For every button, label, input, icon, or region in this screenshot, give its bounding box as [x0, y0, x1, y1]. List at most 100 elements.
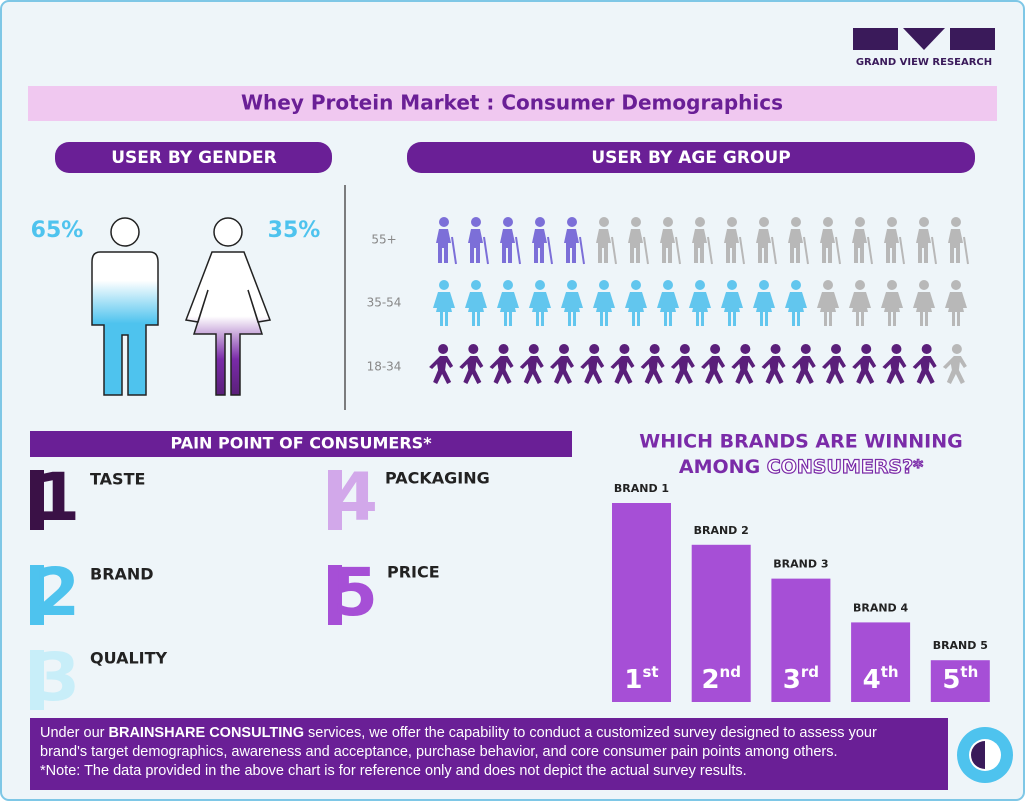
head — [891, 344, 902, 354]
cane — [867, 236, 873, 265]
rank-suffix: th — [881, 663, 899, 681]
body — [593, 292, 615, 326]
rank-suffix: nd — [720, 663, 741, 681]
body — [465, 292, 487, 326]
bar — [851, 622, 911, 702]
body — [852, 356, 877, 384]
rank-digit: 1 — [34, 459, 80, 536]
head — [921, 344, 932, 354]
person-icon — [657, 280, 679, 326]
body — [489, 356, 514, 384]
person-icon — [753, 280, 775, 326]
rank-block — [30, 565, 44, 625]
person-icon — [913, 280, 935, 326]
person-icon — [561, 280, 583, 326]
head — [528, 344, 539, 354]
body — [817, 292, 839, 326]
brands-title-part: AMONG — [679, 456, 760, 478]
person-icon — [497, 280, 519, 326]
person-icon — [721, 280, 743, 326]
bar — [930, 660, 990, 702]
head — [631, 280, 641, 290]
head — [887, 217, 897, 227]
head — [535, 280, 545, 290]
head — [631, 217, 641, 227]
body — [497, 292, 519, 326]
person-icon — [529, 280, 551, 326]
person-icon — [882, 344, 907, 384]
person-icon — [459, 344, 484, 384]
person-icon — [550, 344, 574, 384]
footer-intro: Under our — [40, 725, 105, 741]
person-icon — [596, 217, 617, 265]
cane — [643, 236, 649, 265]
cane — [835, 236, 841, 265]
brand-label: BRAND 4 — [853, 601, 909, 614]
head — [855, 280, 865, 290]
cane — [483, 236, 489, 265]
body — [849, 292, 871, 326]
person-icon — [788, 217, 809, 265]
body — [561, 292, 583, 326]
brand-label: BRAND 2 — [694, 524, 749, 537]
head — [823, 217, 833, 227]
section-header — [30, 431, 572, 457]
rank-block — [30, 650, 44, 710]
head — [791, 280, 801, 290]
head — [498, 344, 509, 354]
head — [740, 344, 751, 354]
person-icon — [701, 344, 726, 384]
head — [535, 217, 545, 227]
head — [831, 344, 841, 354]
body — [724, 229, 739, 263]
body — [468, 229, 483, 263]
person-icon — [852, 344, 877, 384]
person-icon — [916, 217, 937, 265]
cane — [963, 236, 969, 265]
person-icon — [465, 280, 487, 326]
person-icon — [791, 344, 816, 384]
cane — [899, 236, 905, 265]
head — [823, 280, 833, 290]
head — [649, 344, 660, 354]
head — [559, 344, 569, 354]
cane — [739, 236, 745, 265]
head — [599, 217, 609, 227]
person-icon — [433, 280, 455, 326]
body — [532, 229, 547, 263]
head — [503, 280, 513, 290]
head — [800, 344, 811, 354]
head — [695, 280, 705, 290]
pain-label: BRAND — [90, 565, 154, 584]
body — [731, 356, 756, 384]
person-icon — [761, 344, 786, 384]
rank-number: 4 — [863, 665, 881, 695]
body — [761, 356, 786, 384]
head — [919, 280, 929, 290]
person-icon — [689, 280, 711, 326]
head — [438, 344, 449, 354]
rank-label: 1st — [624, 663, 658, 695]
head — [567, 280, 577, 290]
cane — [771, 236, 777, 265]
person-icon — [489, 344, 514, 384]
female-icon — [184, 217, 272, 396]
head — [468, 344, 479, 354]
brands-title-part: CONSUMERS?* — [767, 456, 923, 478]
pain-label: QUALITY — [90, 649, 168, 668]
person-icon — [731, 344, 756, 384]
head — [887, 280, 897, 290]
person-icon — [564, 217, 585, 265]
body — [882, 356, 907, 384]
person-icon — [849, 280, 871, 326]
logo: GRAND VIEW RESEARCH — [853, 28, 995, 68]
body — [657, 292, 679, 326]
section-title: PAIN POINT OF CONSUMERS* — [170, 434, 432, 453]
rank-label: 5th — [942, 663, 978, 695]
body — [689, 292, 711, 326]
cane — [707, 236, 713, 265]
person-icon — [660, 217, 681, 265]
body — [785, 292, 807, 326]
person-icon — [785, 280, 807, 326]
footer-note: *Note: The data provided in the above ch… — [40, 763, 747, 779]
